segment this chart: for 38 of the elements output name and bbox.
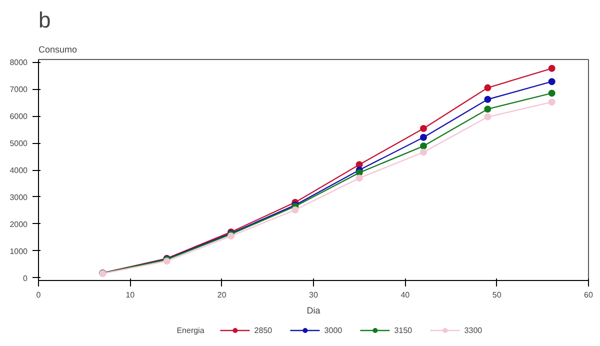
point [548,78,556,86]
point [292,206,299,214]
point [484,96,492,103]
chart-title: b [38,8,51,32]
x-tick-label: 30 [309,290,318,300]
point [548,90,556,97]
x-tick-label: 50 [492,290,502,300]
point [356,174,363,182]
legend-title: Energia [176,325,204,335]
x-axis-title: Dia [306,306,320,316]
x-tick-label: 40 [400,290,410,300]
y-axis-title: Consumo [38,44,78,54]
y-tick-label: 3000 [10,192,28,202]
y-tick-label: 6000 [10,112,28,122]
x-tick-label: 10 [126,290,136,300]
y-tick-label: 7000 [10,85,28,94]
x-tick-label: 20 [217,290,227,300]
point [420,142,427,150]
y-tick-label: 8000 [10,58,28,68]
legend-label: 3150 [394,325,414,335]
point [420,125,427,132]
point [420,134,427,141]
y-tick-label: 4000 [10,166,28,175]
point [420,148,427,156]
point [548,64,556,72]
point [484,113,492,120]
legend-label: 2850 [254,325,274,335]
y-tick-label: 0 [23,274,28,283]
point [484,106,492,113]
y-tick-label: 5000 [10,139,28,148]
legend-label: 3000 [324,325,344,335]
point [548,98,556,106]
legend-label: 3300 [464,325,484,335]
y-tick-label: 1000 [10,246,28,256]
y-tick-label: 2000 [10,220,28,229]
point [484,84,492,92]
x-tick-label: 60 [584,290,594,300]
x-tick-label: 0 [36,290,42,300]
